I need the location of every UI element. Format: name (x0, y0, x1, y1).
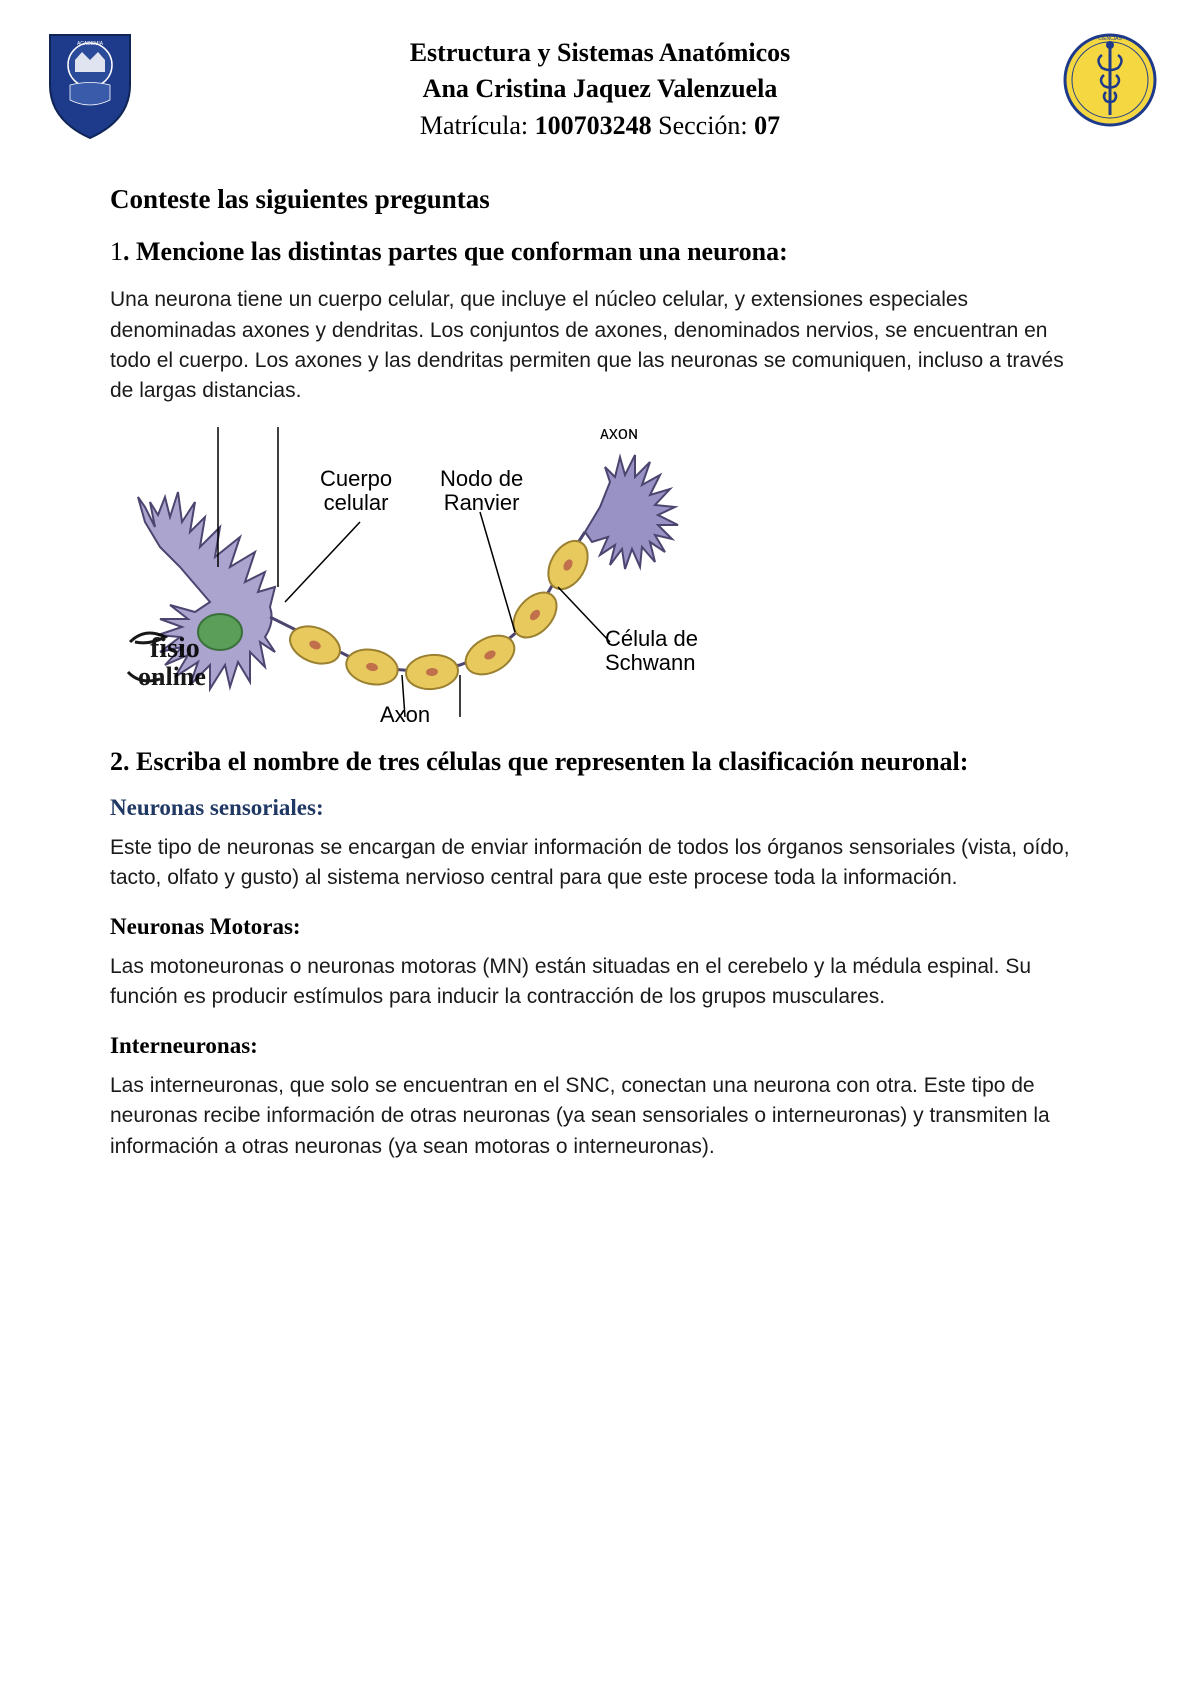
label-cuerpo-celular-text: Cuerpocelular (320, 466, 392, 515)
matricula-label: Matrícula: (420, 111, 535, 140)
q2-heading-0: Neuronas sensoriales: (110, 795, 1090, 821)
header-student-name: Ana Cristina Jaquez Valenzuela (140, 71, 1060, 107)
svg-text:ACADEMIA: ACADEMIA (77, 41, 104, 47)
svg-text:CIENCIAS: CIENCIAS (1098, 36, 1122, 42)
header-course-title: Estructura y Sistemas Anatómicos (140, 35, 1060, 71)
left-logo-shield: ACADEMIA (40, 30, 140, 140)
label-celula-schwann-text: Célula deSchwann (605, 626, 698, 675)
q1-title: 1. Mencione las distintas partes que con… (110, 237, 1090, 267)
seccion-value: 07 (754, 111, 780, 140)
label-axon: Axon (380, 702, 430, 728)
q1-number: 1 (110, 237, 123, 266)
label-nodo-ranvier-text: Nodo deRanvier (440, 466, 523, 515)
q2-body-2: Las interneuronas, que solo se encuentra… (110, 1071, 1090, 1162)
section-title: Conteste las siguientes preguntas (110, 184, 1090, 215)
q1-title-text: . Mencione las distintas partes que conf… (123, 237, 788, 266)
q2-item-1: Neuronas Motoras: Las motoneuronas o neu… (110, 914, 1090, 1013)
right-logo-medical: CIENCIAS (1060, 30, 1160, 140)
label-celula-schwann: Célula deSchwann (605, 627, 698, 675)
q2-item-0: Neuronas sensoriales: Este tipo de neuro… (110, 795, 1090, 894)
q2-title: 2. Escriba el nombre de tres células que… (110, 747, 1090, 777)
q2-heading-1: Neuronas Motoras: (110, 914, 1090, 940)
svg-text:ᴀxᴏɴ: ᴀxᴏɴ (600, 427, 638, 443)
neuron-diagram: ᴀxᴏɴ fisio online Cuerpocelular Nodo deR… (110, 427, 730, 727)
svg-text:online: online (138, 662, 206, 691)
matricula-value: 100703248 (535, 111, 652, 140)
q1-body: Una neurona tiene un cuerpo celular, que… (110, 285, 1090, 407)
q2-heading-2: Interneuronas: (110, 1033, 1090, 1059)
q2-item-2: Interneuronas: Las interneuronas, que so… (110, 1033, 1090, 1162)
header-text-block: Estructura y Sistemas Anatómicos Ana Cri… (140, 30, 1060, 144)
content-area: Conteste las siguientes preguntas 1. Men… (40, 184, 1160, 1162)
svg-text:fisio: fisio (150, 633, 200, 664)
seccion-label: Sección: (652, 111, 755, 140)
label-nodo-ranvier: Nodo deRanvier (440, 467, 523, 515)
q2-body-1: Las motoneuronas o neuronas motoras (MN)… (110, 952, 1090, 1013)
page-header: ACADEMIA Estructura y Sistemas Anatómico… (40, 30, 1160, 144)
label-cuerpo-celular: Cuerpocelular (320, 467, 392, 515)
header-id-line: Matrícula: 100703248 Sección: 07 (140, 108, 1060, 144)
q2-body-0: Este tipo de neuronas se encargan de env… (110, 833, 1090, 894)
